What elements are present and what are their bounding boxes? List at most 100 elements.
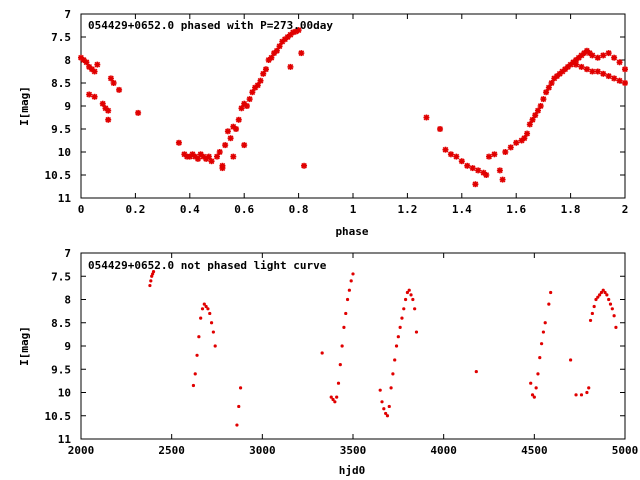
data-point xyxy=(205,153,212,160)
data-point xyxy=(411,297,415,302)
y-tick-label: 10 xyxy=(58,146,71,159)
data-point xyxy=(521,135,528,142)
data-point xyxy=(208,311,212,316)
data-point xyxy=(202,302,206,306)
y-tick-label: 7 xyxy=(64,247,71,260)
x-tick-label: 0.2 xyxy=(125,203,145,216)
y-tick-label: 7.5 xyxy=(51,31,71,44)
data-point xyxy=(507,144,514,151)
data-point xyxy=(241,142,248,149)
data-point xyxy=(398,325,402,329)
y-tick-label: 9.5 xyxy=(51,123,71,136)
data-point xyxy=(329,395,333,399)
data-point xyxy=(237,404,241,409)
data-point xyxy=(409,293,413,297)
data-point xyxy=(213,344,217,348)
data-point xyxy=(402,307,406,311)
data-point xyxy=(603,290,607,295)
data-points xyxy=(148,270,618,427)
data-point xyxy=(235,116,242,123)
data-point xyxy=(99,100,106,107)
x-tick-label: 1.4 xyxy=(452,203,472,216)
data-point xyxy=(333,400,337,404)
data-point xyxy=(601,288,605,292)
data-point xyxy=(246,96,253,103)
data-point xyxy=(549,290,553,295)
data-point xyxy=(393,358,397,362)
data-point xyxy=(262,66,269,73)
data-point xyxy=(91,93,98,100)
x-tick-label: 0.4 xyxy=(180,203,200,216)
data-point xyxy=(382,407,386,411)
data-point xyxy=(200,307,205,311)
data-point xyxy=(541,330,546,334)
data-point xyxy=(600,70,607,77)
data-point xyxy=(442,146,449,153)
data-point xyxy=(616,59,623,66)
data-point xyxy=(400,316,404,320)
x-tick-label: 3500 xyxy=(340,444,367,457)
y-tick-labels: 7 7.5 8 8.5 9 9.5 10 10.5 11 xyxy=(45,8,72,205)
y-tick-labels: 7 7.5 8 8.5 9 9.5 10 10.5 11 xyxy=(45,247,72,446)
data-point xyxy=(191,383,196,388)
data-point xyxy=(447,151,454,158)
data-point xyxy=(574,393,578,397)
data-point xyxy=(338,363,342,367)
data-point xyxy=(599,290,604,295)
chart-title: 054429+0652.0 not phased light curve xyxy=(88,259,327,272)
phased-light-curve-panel: 0 0.2 0.4 0.6 0.8 1 1.2 1.4 1.6 1.8 2 7 7.5 8 8.5 9 9.5… xyxy=(18,8,628,238)
data-point xyxy=(585,390,589,395)
data-point xyxy=(534,107,541,114)
data-point xyxy=(612,314,616,318)
data-point xyxy=(105,116,112,123)
data-point xyxy=(209,321,214,325)
data-point xyxy=(423,114,430,121)
data-point xyxy=(543,89,550,96)
data-point xyxy=(94,61,101,68)
data-point xyxy=(230,153,237,160)
data-point xyxy=(499,176,506,183)
data-point xyxy=(611,54,618,61)
data-point xyxy=(530,393,535,397)
data-point xyxy=(340,344,344,348)
data-point xyxy=(206,307,210,311)
x-tick-label: 1.2 xyxy=(397,203,417,216)
x-tick-labels: 2000 2500 3000 3500 4000 4500 5000 xyxy=(68,444,639,457)
x-tick-label: 4500 xyxy=(521,444,548,457)
x-tick-label: 0 xyxy=(78,203,85,216)
data-point xyxy=(464,162,471,169)
data-point xyxy=(135,109,142,116)
x-tick-label: 2 xyxy=(622,203,629,216)
data-point xyxy=(387,404,391,409)
data-point xyxy=(197,335,201,339)
data-point xyxy=(588,318,593,323)
data-point xyxy=(175,139,182,146)
data-point xyxy=(600,52,607,59)
data-point xyxy=(349,279,353,283)
data-point xyxy=(545,84,552,91)
data-point xyxy=(260,70,267,77)
data-point xyxy=(148,283,152,288)
data-point xyxy=(594,297,598,302)
data-point xyxy=(583,66,590,73)
data-point xyxy=(211,330,215,334)
data-point xyxy=(532,112,539,119)
data-point xyxy=(91,68,98,75)
data-point xyxy=(254,82,261,89)
data-point xyxy=(532,395,536,399)
y-tick-label: 9 xyxy=(64,100,71,113)
y-tick-label: 10.5 xyxy=(45,410,72,423)
x-axis-label: phase xyxy=(335,225,368,238)
data-point xyxy=(403,297,408,302)
data-point xyxy=(295,27,302,34)
x-tick-label: 0.8 xyxy=(289,203,309,216)
x-tick-label: 1 xyxy=(350,203,357,216)
data-point xyxy=(110,80,117,86)
data-point xyxy=(378,388,382,392)
data-point xyxy=(594,68,601,75)
data-point xyxy=(193,372,197,376)
x-tick-label: 1.6 xyxy=(506,203,526,216)
x-tick-label: 4000 xyxy=(430,444,457,457)
data-point xyxy=(204,304,208,309)
data-point xyxy=(335,395,339,399)
